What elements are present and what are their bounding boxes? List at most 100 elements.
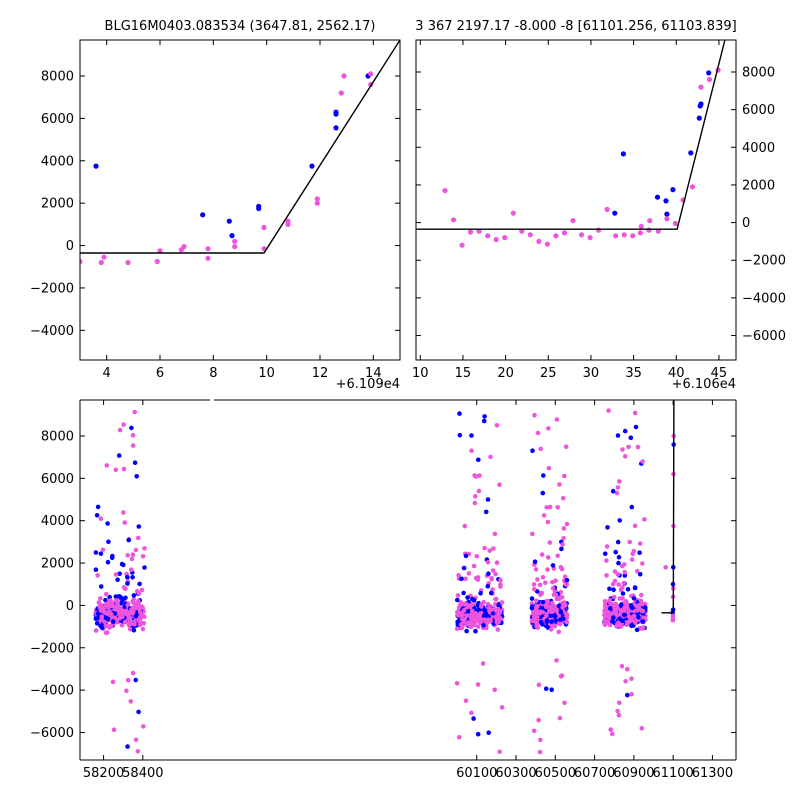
- data-point: [622, 428, 628, 434]
- data-point: [672, 220, 679, 227]
- data-point: [629, 605, 635, 611]
- data-point: [647, 218, 653, 224]
- data-point: [555, 505, 560, 510]
- data-point: [624, 603, 630, 608]
- data-point: [628, 435, 634, 441]
- x-tick-label: 4: [103, 366, 111, 381]
- data-point: [103, 602, 109, 607]
- data-point: [123, 595, 128, 601]
- data-point: [607, 622, 613, 628]
- data-point: [535, 625, 541, 630]
- data-point: [622, 569, 627, 575]
- data-point: [558, 617, 563, 622]
- y-tick-label: 6000: [41, 472, 74, 487]
- data-point: [127, 626, 133, 632]
- data-point: [618, 624, 624, 629]
- data-point: [115, 603, 121, 609]
- data-point: [530, 531, 535, 537]
- data-point: [493, 571, 498, 577]
- data-point: [558, 674, 564, 679]
- y-tick-label: 6000: [41, 112, 74, 127]
- data-point: [464, 613, 470, 618]
- data-point: [131, 610, 136, 616]
- data-point: [455, 597, 460, 603]
- data-point: [119, 623, 125, 628]
- data-point: [341, 73, 347, 79]
- x-tick-label: 10: [258, 366, 275, 381]
- data-point: [480, 661, 486, 666]
- data-point: [232, 238, 238, 244]
- data-point: [93, 550, 99, 555]
- data-point: [130, 432, 136, 438]
- data-point: [544, 613, 549, 618]
- data-point: [610, 731, 615, 737]
- data-point: [454, 626, 460, 632]
- data-point: [536, 238, 542, 244]
- data-point: [559, 595, 565, 600]
- data-point: [128, 699, 134, 704]
- data-point: [619, 664, 625, 669]
- data-point: [498, 577, 503, 583]
- data-point: [475, 682, 481, 687]
- data-point: [481, 623, 486, 628]
- data-point: [141, 724, 146, 729]
- data-point: [457, 432, 463, 438]
- data-point: [604, 206, 610, 212]
- data-point: [535, 577, 540, 582]
- data-point: [103, 591, 109, 597]
- data-point: [634, 627, 640, 633]
- x-tick-label: 45: [711, 366, 728, 381]
- data-point: [131, 628, 137, 633]
- data-point: [604, 619, 610, 625]
- data-point: [615, 605, 620, 611]
- data-point: [633, 620, 638, 626]
- data-point: [556, 603, 562, 609]
- data-point: [612, 569, 618, 574]
- data-point: [104, 463, 110, 468]
- data-point: [664, 211, 670, 217]
- data-point: [469, 433, 474, 438]
- x-tick-label: 8: [209, 366, 217, 381]
- data-point: [688, 150, 694, 156]
- data-point: [474, 554, 480, 559]
- data-point: [463, 698, 469, 703]
- data-point: [554, 417, 560, 422]
- data-point: [608, 727, 613, 732]
- data-point: [126, 537, 131, 543]
- data-point: [663, 198, 669, 204]
- x-tick-label: 30: [583, 366, 600, 381]
- data-point: [125, 553, 130, 558]
- data-point: [538, 609, 543, 614]
- data-point: [553, 233, 559, 239]
- data-point: [494, 423, 500, 428]
- data-point: [617, 479, 622, 484]
- plot-area: [80, 40, 400, 266]
- data-point: [314, 200, 320, 206]
- data-point: [624, 666, 630, 672]
- data-point: [561, 536, 566, 541]
- y-tick-label: 8000: [41, 430, 74, 445]
- data-point: [469, 602, 475, 607]
- data-point: [607, 586, 612, 592]
- data-point: [637, 230, 644, 236]
- data-point: [604, 544, 610, 549]
- data-point: [545, 567, 550, 572]
- y-tick-label: 4000: [41, 514, 74, 529]
- model-line: [416, 40, 726, 230]
- data-point: [136, 709, 141, 715]
- data-point: [557, 482, 562, 487]
- data-point: [125, 259, 131, 266]
- data-point: [111, 727, 117, 732]
- y-tick-label: 0: [66, 599, 74, 614]
- data-point: [473, 628, 478, 634]
- data-point: [493, 602, 498, 607]
- data-point: [142, 546, 147, 551]
- data-point: [611, 587, 616, 592]
- data-point: [536, 717, 541, 723]
- data-point: [495, 627, 501, 632]
- data-point: [466, 571, 472, 576]
- y-tick-label: 0: [742, 216, 750, 231]
- data-point: [621, 580, 627, 586]
- data-point: [663, 565, 668, 570]
- data-point: [596, 227, 602, 233]
